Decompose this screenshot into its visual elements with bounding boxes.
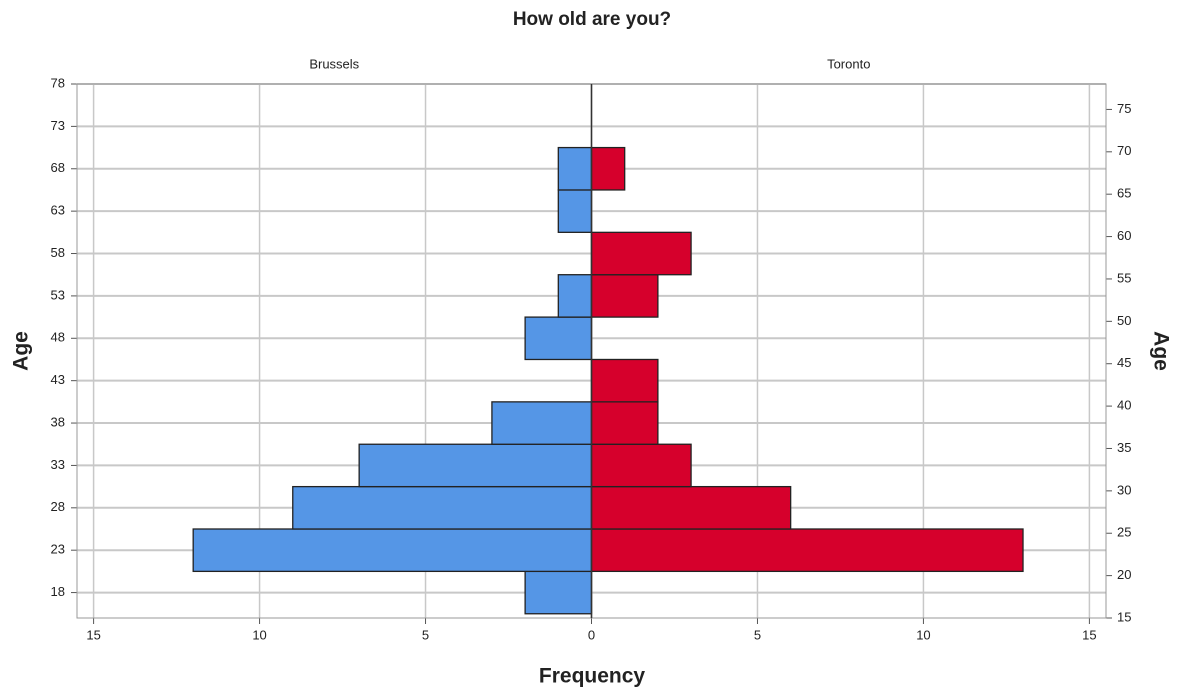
chart-title: How old are you? <box>513 9 671 30</box>
bar <box>524 570 593 615</box>
y2-tick-label: 25 <box>1117 525 1131 540</box>
bar <box>590 274 659 318</box>
bar <box>590 401 659 445</box>
x-tick-label: 5 <box>422 627 429 642</box>
x-axis-label: Frequency <box>539 665 646 688</box>
bar <box>557 189 593 233</box>
y2-tick-label: 50 <box>1117 313 1131 328</box>
panel-header: Toronto <box>827 56 870 71</box>
bar <box>557 274 593 318</box>
y-tick-label: 63 <box>51 203 65 218</box>
bar <box>590 231 692 276</box>
y-tick-label: 48 <box>51 330 65 345</box>
bar <box>358 443 593 488</box>
bar <box>590 358 659 403</box>
bar <box>192 528 593 573</box>
y-tick-label: 53 <box>51 287 65 302</box>
y2-axis-label: Age <box>1149 331 1172 371</box>
x-tick-label: 10 <box>916 627 930 642</box>
bar <box>590 485 792 530</box>
y2-tick-label: 55 <box>1117 270 1131 285</box>
bar <box>590 146 626 191</box>
x-tick-label: 15 <box>1082 627 1096 642</box>
x-tick-label: 15 <box>86 627 100 642</box>
bar <box>292 485 593 530</box>
bar <box>524 316 593 361</box>
bar <box>590 528 1024 573</box>
y-axis-label: Age <box>10 331 33 371</box>
y-tick-label: 18 <box>51 584 65 599</box>
y-tick-label: 33 <box>51 457 65 472</box>
y2-tick-label: 65 <box>1117 186 1131 201</box>
x-tick-label: 5 <box>754 627 761 642</box>
y-tick-label: 78 <box>51 75 65 90</box>
y2-tick-label: 75 <box>1117 101 1131 116</box>
y2-tick-label: 15 <box>1117 609 1131 624</box>
y2-tick-label: 45 <box>1117 355 1131 370</box>
y2-tick-label: 70 <box>1117 143 1131 158</box>
x-tick-label: 0 <box>588 627 595 642</box>
bar <box>590 443 692 488</box>
y-tick-label: 38 <box>51 414 65 429</box>
bar <box>491 401 593 445</box>
y2-tick-label: 35 <box>1117 440 1131 455</box>
y2-tick-label: 40 <box>1117 398 1131 413</box>
y-tick-label: 23 <box>51 542 65 557</box>
y2-tick-label: 30 <box>1117 482 1131 497</box>
y2-tick-label: 20 <box>1117 567 1131 582</box>
y-tick-label: 28 <box>51 499 65 514</box>
y-tick-label: 68 <box>51 160 65 175</box>
x-tick-label: 10 <box>252 627 266 642</box>
y-tick-label: 58 <box>51 245 65 260</box>
y2-tick-label: 60 <box>1117 228 1131 243</box>
panel-header: Brussels <box>309 56 359 71</box>
y-tick-label: 43 <box>51 372 65 387</box>
y-tick-label: 73 <box>51 118 65 133</box>
bar <box>557 146 593 191</box>
